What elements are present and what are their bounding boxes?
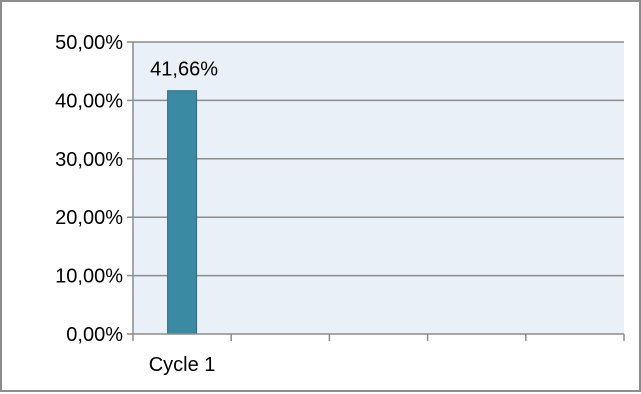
y-tick-label-2: 20,00%: [55, 207, 123, 229]
bar-cycle-1: [167, 90, 198, 335]
y-tick-label-1: 10,00%: [55, 266, 123, 288]
bars: [167, 90, 198, 335]
y-tick-label-4: 40,00%: [55, 90, 123, 112]
x-axis-tick-labels: Cycle 1: [149, 354, 216, 376]
y-tick-label-0: 0,00%: [66, 324, 123, 346]
y-tick-label-5: 50,00%: [55, 32, 123, 54]
x-tick-label-0: Cycle 1: [149, 354, 216, 376]
y-axis-tick-labels: 0,00% 10,00% 20,00% 30,00% 40,00% 50,00%: [55, 32, 123, 346]
data-labels: 41,66%: [150, 59, 218, 81]
gridlines: [133, 41, 624, 277]
axes: [127, 41, 625, 341]
plot-area: [133, 42, 624, 334]
y-tick-label-3: 30,00%: [55, 149, 123, 171]
data-label-0: 41,66%: [150, 59, 218, 81]
